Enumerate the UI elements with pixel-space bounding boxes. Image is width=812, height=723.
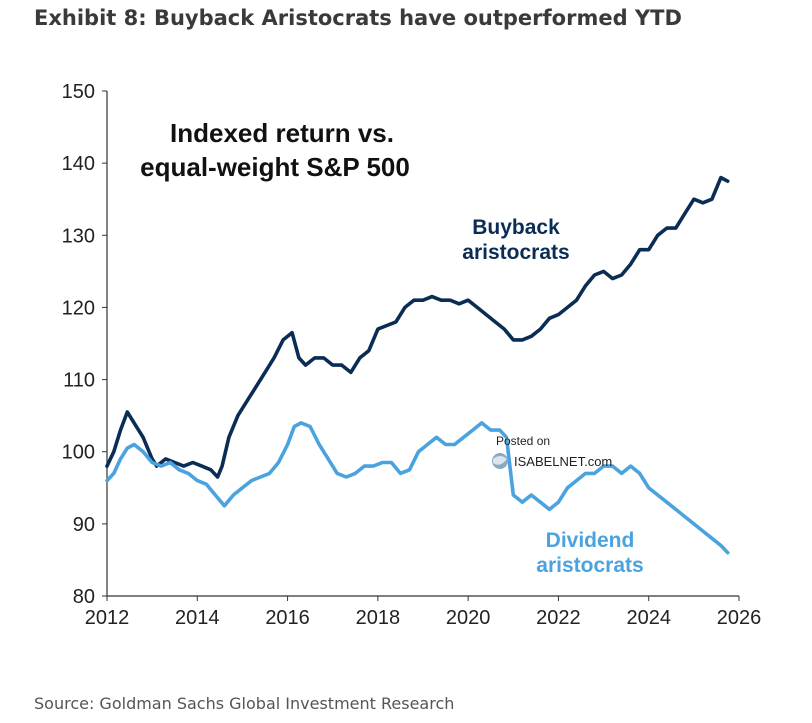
x-tick-label: 2018 (356, 607, 401, 629)
x-tick-label: 2016 (265, 607, 310, 629)
y-tick-label: 120 (62, 297, 95, 319)
x-tick-label: 2022 (536, 607, 581, 629)
y-axis-ticks: 80 90 100 110 120 130 140 150 (62, 81, 107, 608)
watermark-line1: Posted on (496, 434, 550, 448)
x-tick-label: 2024 (626, 607, 671, 629)
x-tick-label: 2012 (85, 607, 130, 629)
source-note: Source: Goldman Sachs Global Investment … (34, 694, 455, 713)
chart-title: Exhibit 8: Buyback Aristocrats have outp… (34, 6, 682, 30)
y-tick-label: 90 (73, 514, 95, 536)
inset-title-line2: equal-weight S&P 500 (140, 152, 410, 182)
watermark-line2: ISABELNET.com (514, 454, 612, 469)
dividend-label-line1: Dividend (546, 529, 635, 552)
inset-title-line1: Indexed return vs. (170, 118, 394, 148)
x-axis-ticks: 2012 2014 2016 2018 2020 2022 2024 2026 (85, 596, 762, 629)
dividend-label-line2: aristocrats (536, 554, 643, 577)
dividend-aristocrats-line (105, 421, 730, 555)
y-tick-label: 150 (62, 81, 95, 103)
axes (106, 91, 739, 597)
series-lines (105, 175, 730, 555)
y-tick-label: 110 (63, 370, 95, 392)
buyback-aristocrats-line (105, 175, 730, 479)
y-tick-label: 80 (73, 586, 95, 608)
x-tick-label: 2020 (446, 607, 491, 629)
x-tick-label: 2026 (717, 607, 762, 629)
y-tick-label: 100 (62, 442, 95, 464)
buyback-label-line1: Buyback (472, 216, 560, 239)
globe-icon (492, 453, 508, 469)
watermark: Posted on ISABELNET.com (492, 434, 612, 469)
y-tick-label: 130 (62, 225, 95, 247)
x-tick-label: 2014 (175, 607, 220, 629)
y-tick-label: 140 (62, 153, 95, 175)
buyback-label-line2: aristocrats (462, 241, 569, 264)
